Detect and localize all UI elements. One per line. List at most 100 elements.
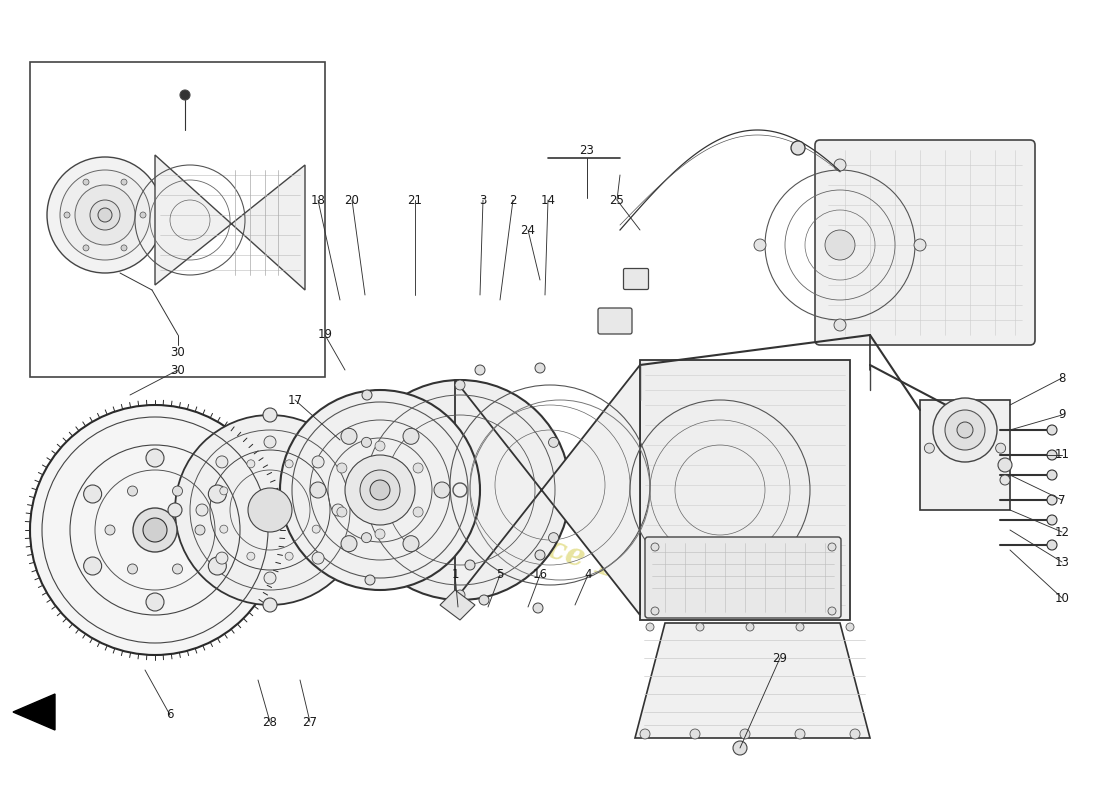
Circle shape	[146, 593, 164, 611]
Circle shape	[696, 623, 704, 631]
Circle shape	[195, 525, 205, 535]
Circle shape	[1000, 475, 1010, 485]
Circle shape	[216, 552, 228, 564]
Circle shape	[345, 455, 415, 525]
Circle shape	[403, 536, 419, 552]
Circle shape	[180, 90, 190, 100]
Circle shape	[263, 408, 277, 422]
Circle shape	[828, 543, 836, 551]
Text: 5: 5	[496, 569, 504, 582]
Circle shape	[90, 200, 120, 230]
Text: 13: 13	[1055, 555, 1069, 569]
Circle shape	[375, 529, 385, 539]
Circle shape	[455, 380, 465, 390]
Circle shape	[549, 533, 559, 542]
Polygon shape	[640, 360, 850, 620]
Circle shape	[434, 482, 450, 498]
Text: 17: 17	[287, 394, 303, 406]
Text: 16: 16	[532, 569, 548, 582]
Circle shape	[828, 607, 836, 615]
Circle shape	[846, 623, 854, 631]
Circle shape	[360, 470, 400, 510]
Circle shape	[834, 319, 846, 331]
Circle shape	[403, 428, 419, 444]
Text: 24: 24	[520, 223, 536, 237]
Circle shape	[248, 488, 292, 532]
Circle shape	[914, 239, 926, 251]
Circle shape	[175, 415, 365, 605]
Circle shape	[220, 487, 228, 495]
Text: 6: 6	[166, 709, 174, 722]
Circle shape	[795, 729, 805, 739]
Circle shape	[945, 410, 984, 450]
Text: 30: 30	[170, 346, 186, 359]
Text: 12: 12	[1055, 526, 1069, 538]
FancyBboxPatch shape	[815, 140, 1035, 345]
Text: a passion for parts since 1985: a passion for parts since 1985	[180, 416, 680, 604]
Circle shape	[651, 607, 659, 615]
Circle shape	[104, 525, 116, 535]
Text: 14: 14	[540, 194, 556, 206]
Circle shape	[733, 741, 747, 755]
Circle shape	[246, 552, 255, 560]
Circle shape	[370, 480, 390, 500]
Bar	[30, 62, 324, 377]
Circle shape	[358, 503, 372, 517]
Circle shape	[350, 380, 570, 600]
Circle shape	[362, 533, 372, 542]
Circle shape	[414, 463, 424, 473]
Polygon shape	[635, 623, 870, 738]
Circle shape	[740, 729, 750, 739]
Circle shape	[128, 486, 138, 496]
Circle shape	[1047, 495, 1057, 505]
Polygon shape	[13, 694, 55, 730]
Circle shape	[312, 525, 320, 533]
Text: 1: 1	[451, 569, 459, 582]
Circle shape	[754, 239, 766, 251]
Circle shape	[1047, 515, 1057, 525]
Circle shape	[337, 507, 346, 517]
Text: 27: 27	[302, 715, 318, 729]
Circle shape	[128, 564, 138, 574]
Circle shape	[220, 525, 228, 533]
Circle shape	[140, 212, 146, 218]
Circle shape	[133, 508, 177, 552]
Circle shape	[535, 550, 544, 560]
Text: 3: 3	[480, 194, 486, 206]
Circle shape	[60, 170, 150, 260]
Circle shape	[246, 460, 255, 468]
Circle shape	[173, 486, 183, 496]
Circle shape	[146, 449, 164, 467]
Circle shape	[414, 507, 424, 517]
Circle shape	[365, 575, 375, 585]
Text: 2: 2	[509, 194, 517, 206]
Circle shape	[850, 729, 860, 739]
Text: 20: 20	[344, 194, 360, 206]
Circle shape	[263, 598, 277, 612]
Circle shape	[280, 390, 480, 590]
Circle shape	[646, 623, 654, 631]
Circle shape	[1047, 540, 1057, 550]
Text: 28: 28	[263, 715, 277, 729]
Circle shape	[121, 245, 126, 251]
Circle shape	[478, 595, 490, 605]
Circle shape	[998, 458, 1012, 472]
Circle shape	[362, 438, 372, 447]
Circle shape	[75, 185, 135, 245]
Circle shape	[825, 230, 855, 260]
Circle shape	[341, 536, 358, 552]
Circle shape	[285, 460, 293, 468]
Circle shape	[196, 504, 208, 516]
Circle shape	[465, 560, 475, 570]
Text: 29: 29	[772, 651, 788, 665]
Polygon shape	[440, 590, 475, 620]
FancyBboxPatch shape	[624, 269, 649, 290]
Circle shape	[1047, 425, 1057, 435]
Circle shape	[549, 438, 559, 447]
Text: 23: 23	[580, 143, 594, 157]
FancyBboxPatch shape	[645, 537, 842, 618]
Text: 10: 10	[1055, 591, 1069, 605]
Circle shape	[208, 485, 227, 503]
Circle shape	[121, 179, 126, 185]
Circle shape	[746, 623, 754, 631]
